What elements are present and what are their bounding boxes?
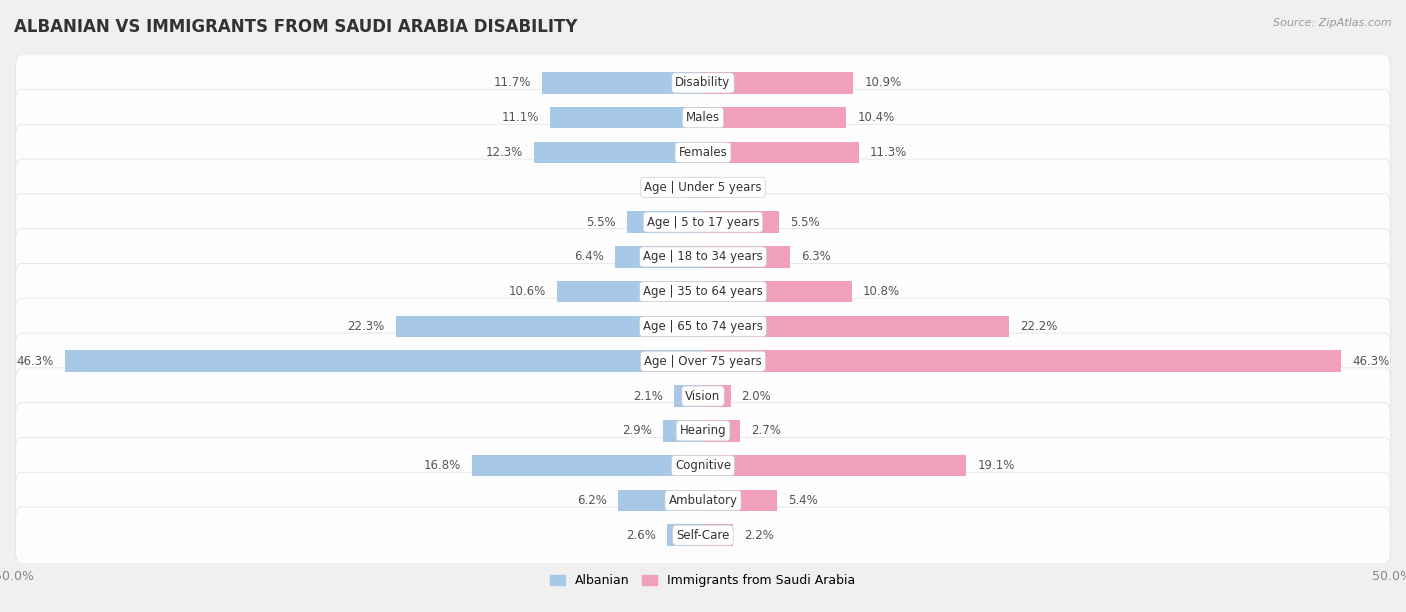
Bar	[703, 211, 779, 233]
Text: 46.3%: 46.3%	[1353, 355, 1389, 368]
Text: 22.3%: 22.3%	[347, 320, 385, 333]
FancyBboxPatch shape	[15, 472, 1391, 529]
FancyBboxPatch shape	[15, 264, 1391, 320]
Bar	[703, 246, 790, 267]
Text: 2.2%: 2.2%	[744, 529, 775, 542]
Text: 10.4%: 10.4%	[858, 111, 894, 124]
FancyBboxPatch shape	[15, 194, 1391, 250]
Text: Source: ZipAtlas.com: Source: ZipAtlas.com	[1274, 18, 1392, 28]
Bar	[471, 455, 703, 476]
Text: 11.1%: 11.1%	[502, 111, 538, 124]
Text: 10.8%: 10.8%	[863, 285, 900, 298]
Text: Age | 18 to 34 years: Age | 18 to 34 years	[643, 250, 763, 263]
Text: Ambulatory: Ambulatory	[668, 494, 738, 507]
Text: Age | Over 75 years: Age | Over 75 years	[644, 355, 762, 368]
Text: 2.1%: 2.1%	[633, 390, 664, 403]
Bar	[703, 316, 1010, 337]
Bar	[65, 351, 703, 372]
Text: 5.4%: 5.4%	[789, 494, 818, 507]
Text: 6.3%: 6.3%	[801, 250, 831, 263]
Text: Age | Under 5 years: Age | Under 5 years	[644, 181, 762, 194]
FancyBboxPatch shape	[15, 368, 1391, 424]
Text: 10.9%: 10.9%	[865, 76, 901, 89]
Bar	[627, 211, 703, 233]
Text: 1.1%: 1.1%	[647, 181, 676, 194]
Bar	[703, 107, 846, 129]
Text: Cognitive: Cognitive	[675, 459, 731, 472]
Text: 12.3%: 12.3%	[485, 146, 523, 159]
Bar	[703, 386, 731, 407]
FancyBboxPatch shape	[15, 333, 1391, 389]
Text: 2.9%: 2.9%	[621, 424, 652, 438]
Text: 1.2%: 1.2%	[731, 181, 761, 194]
Bar	[703, 351, 1341, 372]
Text: Disability: Disability	[675, 76, 731, 89]
Text: 46.3%: 46.3%	[17, 355, 53, 368]
FancyBboxPatch shape	[15, 403, 1391, 459]
Text: 5.5%: 5.5%	[790, 215, 820, 228]
Bar	[614, 246, 703, 267]
Text: 2.0%: 2.0%	[741, 390, 772, 403]
Text: 19.1%: 19.1%	[977, 459, 1015, 472]
Bar	[703, 455, 966, 476]
Text: Age | 65 to 74 years: Age | 65 to 74 years	[643, 320, 763, 333]
FancyBboxPatch shape	[15, 89, 1391, 146]
Text: Vision: Vision	[685, 390, 721, 403]
Text: 11.3%: 11.3%	[870, 146, 907, 159]
FancyBboxPatch shape	[15, 54, 1391, 111]
Text: 5.5%: 5.5%	[586, 215, 616, 228]
Text: Self-Care: Self-Care	[676, 529, 730, 542]
FancyBboxPatch shape	[15, 229, 1391, 285]
Bar	[703, 420, 740, 442]
Bar	[617, 490, 703, 511]
Bar	[703, 490, 778, 511]
Text: Age | 5 to 17 years: Age | 5 to 17 years	[647, 215, 759, 228]
Text: 11.7%: 11.7%	[494, 76, 531, 89]
FancyBboxPatch shape	[15, 159, 1391, 215]
Bar	[541, 72, 703, 94]
Text: 2.6%: 2.6%	[626, 529, 657, 542]
Text: Hearing: Hearing	[679, 424, 727, 438]
Bar	[688, 176, 703, 198]
Text: ALBANIAN VS IMMIGRANTS FROM SAUDI ARABIA DISABILITY: ALBANIAN VS IMMIGRANTS FROM SAUDI ARABIA…	[14, 18, 578, 36]
FancyBboxPatch shape	[15, 507, 1391, 564]
Bar	[703, 524, 734, 546]
Text: 6.4%: 6.4%	[574, 250, 603, 263]
Text: Age | 35 to 64 years: Age | 35 to 64 years	[643, 285, 763, 298]
Bar	[703, 281, 852, 302]
Bar	[668, 524, 703, 546]
Bar	[703, 72, 853, 94]
FancyBboxPatch shape	[15, 438, 1391, 494]
Text: Males: Males	[686, 111, 720, 124]
Bar	[703, 142, 859, 163]
Legend: Albanian, Immigrants from Saudi Arabia: Albanian, Immigrants from Saudi Arabia	[546, 569, 860, 592]
Bar	[673, 386, 703, 407]
FancyBboxPatch shape	[15, 298, 1391, 354]
Text: 22.2%: 22.2%	[1019, 320, 1057, 333]
Bar	[664, 420, 703, 442]
Bar	[533, 142, 703, 163]
Text: 16.8%: 16.8%	[423, 459, 461, 472]
Bar	[550, 107, 703, 129]
Bar	[557, 281, 703, 302]
Bar	[703, 176, 720, 198]
FancyBboxPatch shape	[15, 124, 1391, 181]
Bar	[395, 316, 703, 337]
Text: 2.7%: 2.7%	[751, 424, 782, 438]
Text: 6.2%: 6.2%	[576, 494, 606, 507]
Text: Females: Females	[679, 146, 727, 159]
Text: 10.6%: 10.6%	[509, 285, 546, 298]
